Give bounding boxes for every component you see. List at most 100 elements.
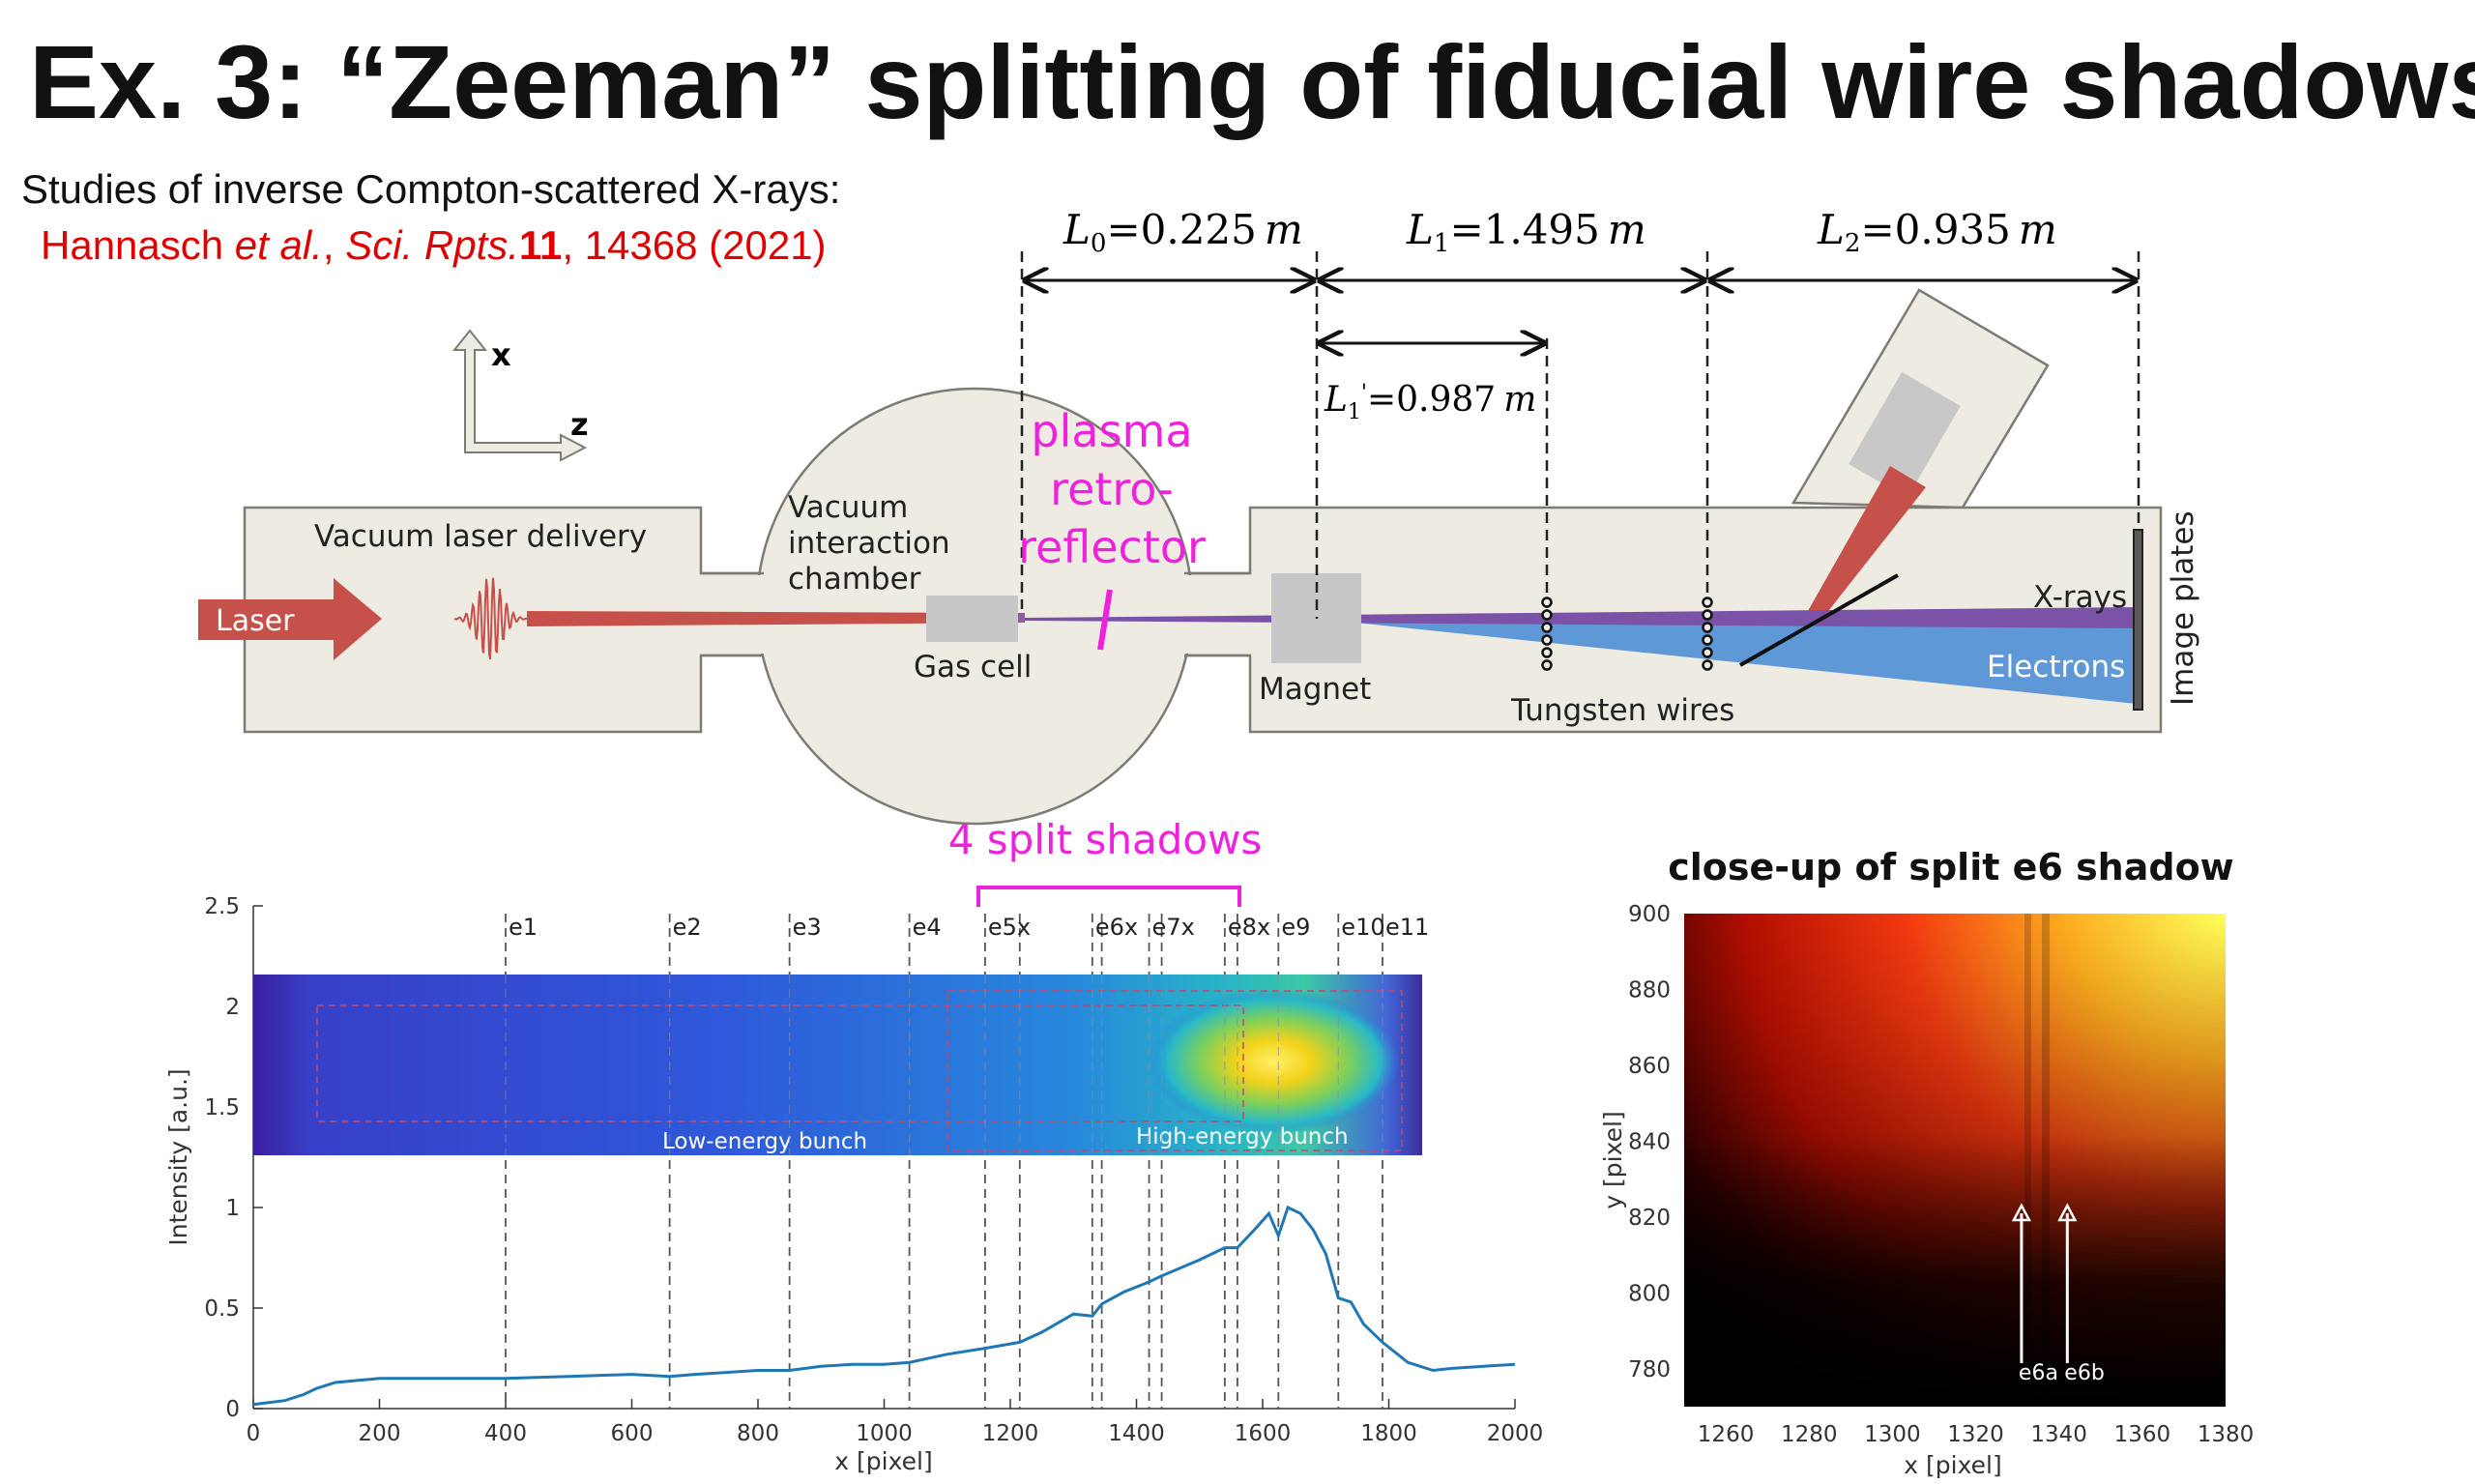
tungsten-wire-1-3 xyxy=(1541,622,1553,633)
retro-label: retro- xyxy=(1050,463,1174,515)
laser-arrow xyxy=(198,578,382,660)
lineout-ytick-label: 1 xyxy=(225,1196,240,1221)
citation-journal: Sci. Rpts. xyxy=(345,222,519,268)
lineout-ylabel: Intensity [a.u.] xyxy=(164,1068,192,1245)
low-energy-label: Low-energy bunch xyxy=(662,1129,867,1154)
heatmap-xtick-label: 1320 xyxy=(1947,1422,2004,1447)
heatmap-xlabel: x [pixel] xyxy=(1904,1451,2001,1479)
lineout-chart: 0 0.5 1 1.5 2 2.5 0 200 400 600 800 1000 1200 1400 16… xyxy=(164,894,1543,1475)
marker-label-e7x: e7x xyxy=(1152,914,1195,941)
axes-icon xyxy=(451,329,588,462)
study-intro: Studies of inverse Compton-scattered X-r… xyxy=(21,166,841,212)
shadow-e6b xyxy=(2042,914,2050,1407)
arrow-e6b-icon xyxy=(2057,1203,2078,1222)
lineout-xtick-label: 800 xyxy=(737,1421,779,1446)
tungsten-wire-1-5 xyxy=(1541,647,1553,658)
axis-x-label: x xyxy=(491,336,511,373)
heatmap-chart: close-up of split e6 shadow 1260 1280 1300… xyxy=(1599,846,2254,1479)
lineout-xtick-label: 1800 xyxy=(1360,1421,1417,1446)
plasma-label: plasma xyxy=(1031,405,1192,457)
gas-cell-label: Gas cell xyxy=(914,650,1032,684)
chamber-label-3: chamber xyxy=(788,562,921,597)
shadow-e6a xyxy=(2024,914,2031,1407)
tungsten-wire-1-4 xyxy=(1541,634,1553,646)
tungsten-wire-2-1 xyxy=(1702,597,1713,608)
lineout-ytick-label: 0 xyxy=(225,1397,240,1422)
heatmap-ytick-label: 780 xyxy=(1628,1357,1671,1382)
lineout-xlabel: x [pixel] xyxy=(834,1447,932,1475)
lineout-ytick-label: 0.5 xyxy=(204,1296,240,1322)
arrow-label-e6a: e6a xyxy=(2019,1361,2058,1385)
marker-label-e4: e4 xyxy=(913,914,942,941)
laser-beam xyxy=(527,611,1025,626)
tungsten-wire-2-5 xyxy=(1702,647,1713,658)
marker-label-e10: e10 xyxy=(1341,914,1384,941)
axis-z-label: z xyxy=(570,406,589,443)
lineout-ytick-label: 2 xyxy=(225,995,240,1020)
beam-hotspot xyxy=(1149,989,1400,1134)
marker-label-e8x: e8x xyxy=(1228,914,1270,941)
lineout-xtick-label: 1600 xyxy=(1235,1421,1292,1446)
tungsten-wire-1-6 xyxy=(1541,659,1553,671)
image-plates-label: Image plates xyxy=(2166,510,2200,706)
heatmap-ytick-label: 860 xyxy=(1628,1054,1671,1079)
heatmap-ylabel: y [pixel] xyxy=(1599,1111,1627,1208)
lineout-series-line xyxy=(252,1205,1516,1407)
heatmap-xtick-label: 1360 xyxy=(2114,1422,2171,1447)
lineout-xtick-label: 1400 xyxy=(1108,1421,1165,1446)
heatmap-xtick-label: 1300 xyxy=(1864,1422,1921,1447)
chamber-label-2: interaction xyxy=(788,526,950,561)
citation-authors: Hannasch xyxy=(41,222,224,268)
lineout-xtick-label: 0 xyxy=(247,1421,261,1446)
heatmap-ytick-label: 800 xyxy=(1628,1281,1671,1306)
laser-label: Laser xyxy=(216,604,295,638)
l1prime-label: L1'=0.987 m xyxy=(1324,380,1536,424)
experimental-setup: L0=0.225 m L1=1.495 m L2=0.935 m L1'=0.987 m… xyxy=(198,206,2200,826)
heatmap-title: close-up of split e6 shadow xyxy=(1668,846,2234,888)
xray-beam xyxy=(1025,607,2137,628)
reflector-label: reflector xyxy=(1018,521,1206,573)
split-shadows-bracket xyxy=(976,886,1241,907)
marker-label-e3: e3 xyxy=(793,914,822,941)
heatmap-xtick-label: 1260 xyxy=(1698,1422,1755,1447)
tungsten-wire-2-6 xyxy=(1702,659,1713,671)
tungsten-wire-1-2 xyxy=(1541,609,1553,621)
image-plate xyxy=(2133,529,2143,711)
tungsten-wire-2-3 xyxy=(1702,622,1713,633)
heatmap-image xyxy=(1684,914,2226,1407)
marker-label-e2: e2 xyxy=(673,914,702,941)
marker-label-e9: e9 xyxy=(1281,914,1310,941)
citation-rest: , 14368 (2021) xyxy=(562,222,827,268)
marker-label-e5x: e5x xyxy=(988,914,1031,941)
arrow-label-e6b: e6b xyxy=(2064,1361,2105,1385)
diagonal-plate xyxy=(1739,573,1899,667)
marker-label-e11: e11 xyxy=(1385,914,1429,941)
high-energy-label: High-energy bunch xyxy=(1136,1124,1349,1149)
heatmap-xtick-label: 1380 xyxy=(2198,1422,2255,1447)
high-energy-box xyxy=(946,990,1403,1151)
lineout-xtick-label: 600 xyxy=(611,1421,654,1446)
l2-label: L2=0.935 m xyxy=(1817,206,2057,258)
l0-label: L0=0.225 m xyxy=(1063,206,1303,258)
tungsten-wire-2-2 xyxy=(1702,609,1713,621)
lineout-ytick-label: 1.5 xyxy=(204,1095,240,1120)
tungsten-wires-label: Tungsten wires xyxy=(1510,693,1734,728)
chamber-label-1: Vacuum xyxy=(788,490,908,525)
lineout-xtick-label: 400 xyxy=(484,1421,527,1446)
l1-label: L1=1.495 m xyxy=(1406,206,1646,258)
arrow-e6a-icon xyxy=(2011,1203,2032,1222)
lineout-xtick-label: 2000 xyxy=(1487,1421,1544,1446)
laser-pulse-icon xyxy=(453,577,528,660)
citation[interactable]: Hannasch et al., Sci. Rpts.11, 14368 (20… xyxy=(41,222,827,269)
heatmap-ytick-label: 820 xyxy=(1628,1206,1671,1231)
heatmap-xtick-label: 1280 xyxy=(1781,1422,1838,1447)
gas-cell xyxy=(926,596,1018,642)
xrays-label: X-rays xyxy=(2033,580,2127,615)
retro-reflector-mark xyxy=(1097,589,1113,651)
lineout-xtick-label: 200 xyxy=(359,1421,401,1446)
marker-label-e1: e1 xyxy=(509,914,538,941)
tungsten-wire-1-1 xyxy=(1541,597,1553,608)
scattered-beam xyxy=(1808,466,1926,615)
slide-title: Ex. 3: “Zeeman” splitting of fiducial wi… xyxy=(29,23,2475,140)
